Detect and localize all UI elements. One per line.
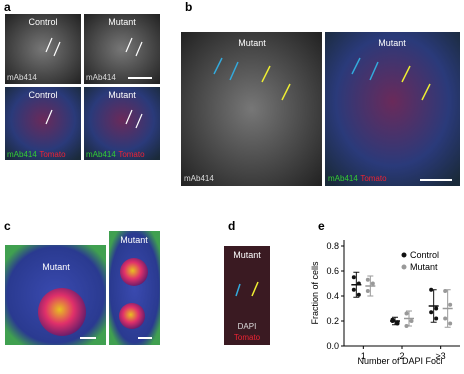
panel-label: d bbox=[228, 219, 235, 233]
data-point bbox=[404, 324, 409, 328]
image-title: Control bbox=[28, 17, 57, 27]
legend-label: Control bbox=[410, 250, 439, 260]
image bbox=[5, 87, 81, 160]
image-title: Mutant bbox=[120, 235, 148, 245]
legend-label: Mutant bbox=[410, 262, 438, 272]
image bbox=[84, 14, 160, 84]
panel-a: a Control Mutant Control Mutant mAb414 m… bbox=[4, 0, 160, 160]
stain-label: mAb414 Tomato bbox=[86, 149, 145, 159]
panel-d: d Mutant DAPI Tomato bbox=[224, 219, 270, 345]
stain-label: mAb414 bbox=[86, 73, 116, 82]
stain-label: mAb414 bbox=[86, 150, 116, 159]
cell bbox=[120, 258, 148, 286]
data-point bbox=[356, 281, 361, 286]
arrow bbox=[235, 283, 241, 297]
x-tick-label: 2 bbox=[399, 351, 404, 361]
arrows bbox=[45, 37, 143, 129]
y-tick-label: 0.0 bbox=[326, 341, 339, 351]
stain-label: Tomato bbox=[234, 333, 261, 342]
image-title: Mutant bbox=[378, 38, 406, 48]
data-point bbox=[434, 306, 439, 311]
panel-label: b bbox=[185, 0, 192, 14]
stain-label: mAb414 Tomato bbox=[7, 149, 66, 159]
y-axis-label: Fraction of cells bbox=[310, 261, 320, 325]
image-title: Mutant bbox=[108, 90, 136, 100]
image-title: Mutant bbox=[108, 17, 136, 27]
panel-e: e Fraction of cells Number of DAPI Foci … bbox=[310, 219, 460, 366]
data-point bbox=[448, 302, 453, 307]
legend-marker bbox=[401, 252, 407, 258]
data-point bbox=[395, 320, 400, 325]
y-tick-label: 0.6 bbox=[326, 266, 339, 276]
data-point bbox=[390, 319, 395, 323]
y-tick-label: 0.2 bbox=[326, 316, 339, 326]
image bbox=[5, 14, 81, 84]
data-point bbox=[351, 287, 356, 292]
data-point bbox=[434, 316, 439, 321]
data-point bbox=[429, 310, 434, 315]
stain-label: mAb414 bbox=[184, 174, 214, 183]
image bbox=[325, 32, 460, 186]
y-tick-label: 0.8 bbox=[326, 241, 339, 251]
data-point bbox=[429, 287, 434, 292]
stain-label: Tomato bbox=[118, 150, 145, 159]
data-point bbox=[448, 321, 453, 326]
image-title: Mutant bbox=[233, 250, 261, 260]
stain-label: mAb414 bbox=[328, 174, 358, 183]
stain-label: mAb414 bbox=[7, 150, 37, 159]
data-point bbox=[370, 281, 375, 286]
x-axis-label: Number of DAPI Foci bbox=[357, 356, 442, 366]
cell bbox=[38, 288, 86, 336]
image-title: Mutant bbox=[238, 38, 266, 48]
stain-label: DAPI bbox=[238, 322, 257, 331]
data-point bbox=[443, 316, 448, 321]
arrows bbox=[213, 57, 431, 101]
panel-b: b Mutant Mutant mAb414 mAb414 Tomato bbox=[181, 0, 460, 186]
image-title: Mutant bbox=[42, 262, 70, 272]
arrow bbox=[251, 281, 259, 297]
cell bbox=[119, 303, 145, 329]
data-point bbox=[409, 319, 414, 323]
data-point bbox=[443, 289, 448, 293]
image bbox=[224, 246, 270, 345]
panel-label: a bbox=[4, 0, 11, 14]
x-tick-label: 1 bbox=[361, 351, 366, 361]
data-point bbox=[351, 275, 356, 280]
data-point bbox=[404, 311, 409, 316]
panel-c: c Mutant Mutant bbox=[4, 219, 160, 345]
data-point bbox=[365, 277, 370, 282]
data-point bbox=[356, 292, 361, 297]
data-point bbox=[365, 289, 370, 293]
image bbox=[84, 87, 160, 160]
stain-label: Tomato bbox=[39, 150, 66, 159]
image bbox=[181, 32, 322, 186]
legend-marker bbox=[401, 264, 407, 270]
stain-label: Tomato bbox=[360, 174, 387, 183]
stain-label: mAb414 bbox=[7, 73, 37, 82]
stain-label: mAb414 Tomato bbox=[328, 173, 387, 183]
image-title: Control bbox=[28, 90, 57, 100]
panel-label: e bbox=[318, 219, 325, 233]
x-tick-label: ≥3 bbox=[436, 351, 446, 361]
panel-label: c bbox=[4, 219, 11, 233]
y-tick-label: 0.4 bbox=[326, 291, 339, 301]
